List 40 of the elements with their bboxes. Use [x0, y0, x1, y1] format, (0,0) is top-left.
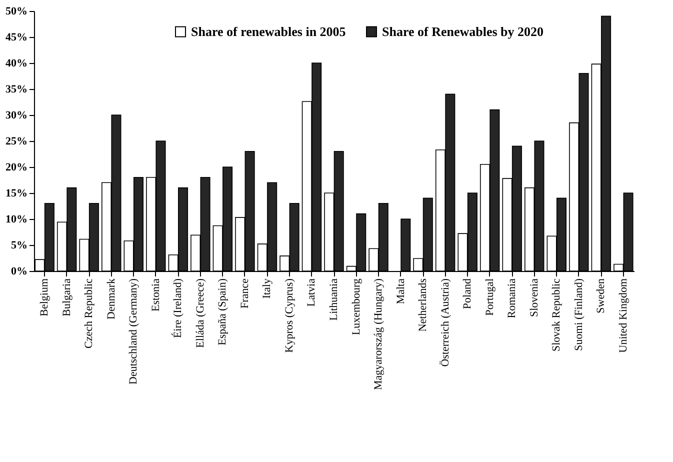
x-tick-label: Slovenia [528, 278, 540, 317]
y-tick-label: 35% [6, 84, 28, 96]
x-tick-label: Belgium [38, 278, 51, 316]
x-tick-label: Czech Republic [83, 278, 96, 348]
y-tick-label: 40% [6, 58, 28, 70]
y-tick-label: 50% [6, 6, 28, 18]
x-tick-label: Suomi (Finland) [572, 278, 585, 351]
y-tick-label: 20% [6, 162, 28, 174]
y-tick-label: 0% [11, 266, 28, 278]
x-tick-label: Netherlands [417, 278, 430, 332]
x-tick-label: Magyarország (Hungary) [372, 278, 385, 390]
x-tick-label: España (Spain) [216, 278, 229, 346]
x-tick-label: Estonia [150, 278, 162, 312]
y-tick-label: 10% [6, 214, 28, 226]
legend-label: Share of Renewables by 2020 [382, 24, 544, 39]
x-tick-label: Malta [394, 278, 407, 304]
x-tick-label: Portugal [484, 278, 496, 316]
x-tick-label: Luxembourg [350, 278, 362, 336]
y-tick-label: 5% [11, 240, 28, 252]
x-tick-label: Bulgaria [60, 278, 73, 316]
x-tick-label: Slovak Republic [550, 278, 563, 352]
x-tick-label: Elláda (Greece) [194, 278, 206, 348]
x-tick-label: Deutschland (Germany) [128, 278, 140, 384]
y-tick-label: 45% [6, 32, 28, 44]
legend-label: Share of renewables in 2005 [191, 24, 346, 39]
x-tick-label: Lithuania [328, 278, 340, 321]
y-tick-label: 30% [6, 110, 28, 122]
x-tick-label: United Kingdom [617, 278, 630, 353]
x-tick-label: Italy [261, 278, 274, 299]
x-tick-label: Éire (Ireland) [171, 278, 184, 338]
x-tick-label: Österreich (Austria) [439, 278, 452, 367]
x-tick-label: Poland [462, 278, 474, 310]
x-tick-label: Denmark [105, 278, 118, 320]
y-tick-label: 15% [6, 188, 28, 200]
x-tick-label: France [238, 278, 251, 308]
y-tick-label: 25% [6, 136, 28, 148]
x-tick-label: Latvia [306, 278, 318, 307]
x-tick-label: Romania [506, 278, 518, 318]
x-tick-label: Kypros (Cyprus) [283, 278, 296, 353]
x-tick-label: Sweden [595, 278, 608, 314]
